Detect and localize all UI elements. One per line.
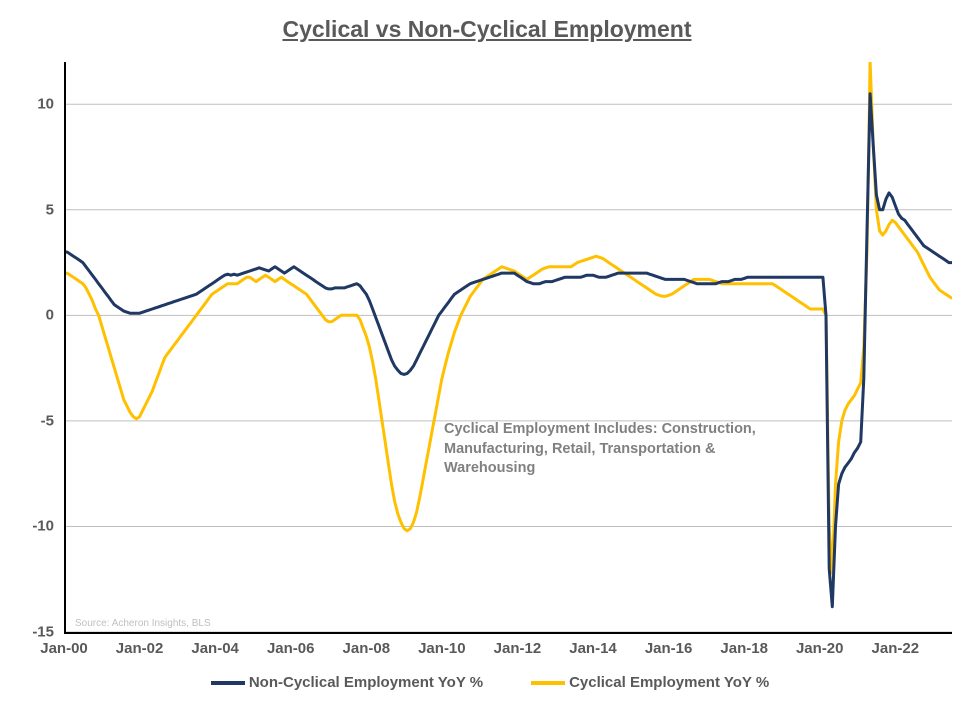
legend-swatch: [211, 681, 245, 685]
legend: Non-Cyclical Employment YoY % Cyclical Em…: [170, 674, 810, 691]
chart-title: Cyclical vs Non-Cyclical Employment: [0, 16, 974, 43]
legend-swatch: [531, 681, 565, 685]
plot-area: -15-10-50510Jan-00Jan-02Jan-04Jan-06Jan-…: [64, 62, 952, 632]
legend-label: Non-Cyclical Employment YoY %: [249, 674, 483, 691]
chart-stage: Cyclical vs Non-Cyclical Employment -15-…: [0, 0, 974, 709]
x-tick-label: Jan-08: [343, 632, 391, 657]
x-tick-label: Jan-12: [494, 632, 542, 657]
source-text: Source: Acheron Insights, BLS: [75, 618, 211, 629]
x-tick-label: Jan-20: [796, 632, 844, 657]
y-tick-label: 0: [46, 307, 64, 324]
y-tick-label: -5: [41, 412, 64, 429]
legend-item: Cyclical Employment YoY %: [531, 674, 769, 691]
x-tick-label: Jan-16: [645, 632, 693, 657]
x-tick-label: Jan-14: [569, 632, 617, 657]
x-tick-label: Jan-22: [872, 632, 920, 657]
y-tick-label: -10: [32, 518, 64, 535]
plot-svg: [64, 62, 952, 632]
x-tick-label: Jan-04: [191, 632, 239, 657]
x-tick-label: Jan-18: [720, 632, 768, 657]
y-axis-line: [64, 62, 66, 632]
annotation-text: Cyclical Employment Includes: Constructi…: [444, 420, 804, 479]
legend-label: Cyclical Employment YoY %: [569, 674, 769, 691]
legend-item: Non-Cyclical Employment YoY %: [211, 674, 483, 691]
x-tick-label: Jan-00: [40, 632, 88, 657]
x-tick-label: Jan-06: [267, 632, 315, 657]
y-tick-label: 10: [37, 96, 64, 113]
x-tick-label: Jan-02: [116, 632, 164, 657]
x-tick-label: Jan-10: [418, 632, 466, 657]
y-tick-label: 5: [46, 201, 64, 218]
